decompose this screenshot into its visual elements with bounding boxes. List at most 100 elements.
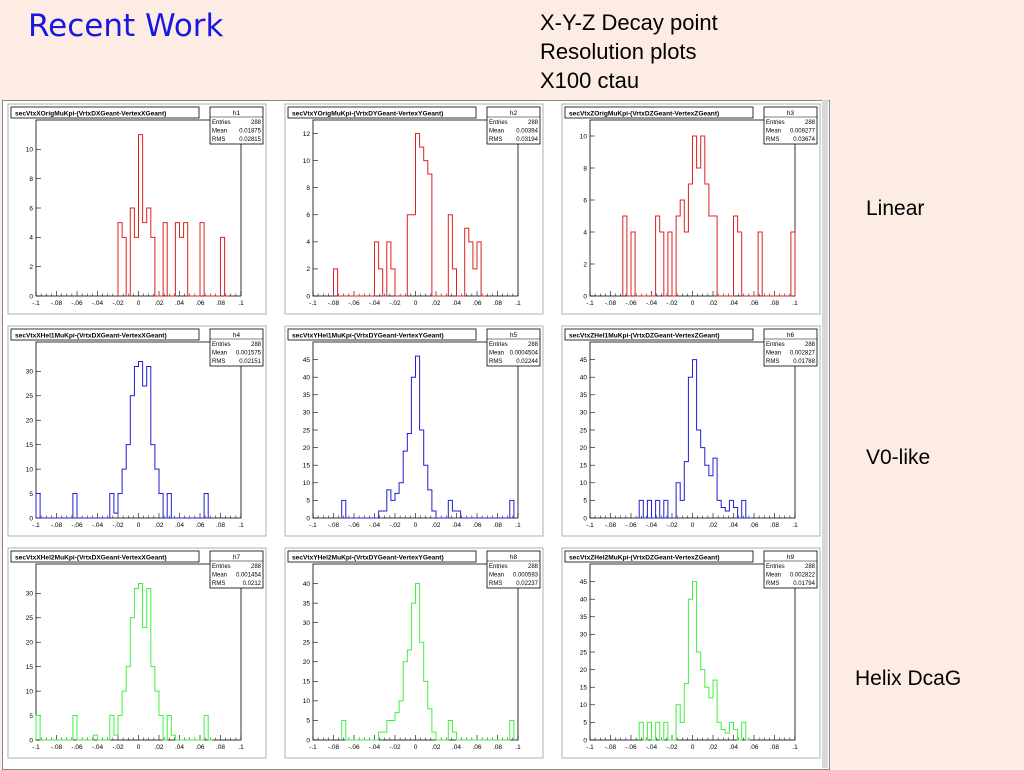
y-tick-label: 20 (580, 445, 588, 452)
histogram-series (638, 581, 750, 741)
x-tick-label: -.04 (646, 522, 658, 529)
stats-value: 0.02237 (516, 581, 538, 587)
stats-box (763, 106, 818, 145)
x-tick-label: .1 (792, 522, 798, 529)
stats-label: Mean (212, 351, 227, 357)
x-tick-label: .04 (175, 522, 184, 529)
x-tick-label: -.02 (389, 744, 401, 751)
stats-box (209, 550, 264, 589)
histogram-h3: secVtxZOrigMuKpi-(VrtxDZGeant-VertexZGea… (561, 103, 821, 315)
x-tick-label: .06 (749, 522, 758, 529)
y-tick-label: 8 (306, 185, 310, 192)
y-tick-label: 5 (583, 498, 587, 505)
histogram-series (341, 355, 515, 519)
stats-label: RMS (212, 581, 225, 587)
histogram-title: secVtxXHel1MuKpi-(VrtxDXGeant-VertexXGea… (15, 333, 167, 340)
x-tick-label: -.02 (666, 522, 678, 529)
x-tick-label: 0 (691, 300, 695, 307)
y-tick-label: 10 (580, 480, 588, 487)
stats-label: Mean (766, 573, 781, 579)
y-tick-label: 25 (303, 427, 311, 434)
histogram-title: secVtxXOrigMuKpi-(VrtxDXGeant-VertexXGea… (15, 111, 166, 118)
histogram-title-box (287, 550, 477, 563)
histogram-title-box (287, 106, 477, 119)
y-tick-label: 5 (29, 713, 33, 720)
x-tick-label: -.04 (646, 744, 658, 751)
y-tick-label: 8 (29, 176, 33, 183)
x-tick-label: .08 (216, 744, 225, 751)
page-title: Recent Work (28, 8, 224, 44)
histogram-series (622, 135, 796, 297)
x-tick-label: .04 (452, 744, 461, 751)
x-tick-label: -.02 (389, 522, 401, 529)
x-tick-label: -.06 (71, 300, 83, 307)
y-tick-label: 6 (583, 197, 587, 204)
x-tick-label: -.08 (328, 744, 340, 751)
histogram-title: secVtxYHel1MuKpi-(VrtxDYGeant-VertexYGea… (292, 333, 444, 340)
y-tick-label: 45 (580, 579, 588, 586)
y-tick-label: 0 (29, 737, 33, 744)
stats-label: RMS (766, 581, 779, 587)
stats-value: 0.00394 (516, 129, 538, 135)
x-tick-label: .02 (708, 522, 717, 529)
x-tick-label: -.08 (605, 522, 617, 529)
histogram-title-box (564, 328, 754, 341)
stats-value: 288 (805, 564, 816, 570)
histogram-title: secVtxYHel2MuKpi-(VrtxDYGeant-VertexYGea… (292, 555, 444, 562)
x-tick-label: -.1 (586, 744, 594, 751)
stats-label: Entries (766, 342, 785, 348)
x-tick-label: -.1 (32, 744, 40, 751)
y-tick-label: 20 (580, 667, 588, 674)
stats-label: RMS (212, 359, 225, 365)
stats-value: 0.02244 (516, 359, 538, 365)
histogram-title-box (287, 328, 477, 341)
y-tick-label: 10 (303, 698, 311, 705)
y-tick-label: 4 (583, 229, 587, 236)
histogram-h9: secVtxZHel2MuKpi-(VrtxDZGeant-VertexZGea… (561, 547, 821, 759)
row-label-helix-dcag: Helix DcaG (855, 667, 962, 690)
stats-value: 0.009277 (790, 129, 816, 135)
x-tick-label: 0 (691, 522, 695, 529)
row-label-v0-like: V0-like (866, 446, 931, 469)
x-tick-label: .1 (792, 744, 798, 751)
y-tick-label: 20 (303, 445, 311, 452)
stats-value: 288 (251, 564, 262, 570)
row-label-linear: Linear (866, 197, 925, 220)
stats-value: 288 (805, 342, 816, 348)
stats-box (209, 106, 264, 145)
y-tick-label: 10 (26, 147, 34, 154)
subtitle-line: X-Y-Z Decay point (540, 10, 718, 35)
y-tick-label: 0 (583, 515, 587, 522)
x-tick-label: -.1 (309, 522, 317, 529)
stats-hist-name: h4 (233, 332, 241, 339)
stats-label: Entries (766, 564, 785, 570)
x-tick-label: .1 (238, 744, 244, 751)
x-tick-label: -.1 (309, 300, 317, 307)
y-tick-label: 20 (303, 659, 311, 666)
x-tick-label: .1 (515, 300, 521, 307)
histogram-h2: secVtxYOrigMuKpi-(VrtxDYGeant-VertexYGea… (284, 103, 544, 315)
stats-label: RMS (212, 137, 225, 143)
stats-label: Mean (489, 351, 504, 357)
stats-label: Entries (489, 564, 508, 570)
y-tick-label: 10 (26, 466, 34, 473)
stats-box (763, 328, 818, 367)
stats-label: RMS (766, 359, 779, 365)
x-tick-label: .08 (770, 522, 779, 529)
x-tick-label: -.08 (605, 744, 617, 751)
x-tick-label: -.08 (51, 744, 63, 751)
stats-label: Mean (212, 573, 227, 579)
stats-value: 0.0004504 (510, 351, 539, 357)
x-tick-label: -.06 (625, 300, 637, 307)
x-tick-label: .02 (431, 744, 440, 751)
x-tick-label: .06 (749, 300, 758, 307)
x-tick-label: .02 (154, 744, 163, 751)
x-tick-label: -.02 (112, 744, 124, 751)
x-tick-label: -.08 (605, 300, 617, 307)
histogram-series (117, 134, 229, 297)
x-tick-label: -.08 (51, 300, 63, 307)
histogram-title: secVtxZHel2MuKpi-(VrtxDZGeant-VertexZGea… (569, 555, 720, 562)
stats-label: Entries (766, 120, 785, 126)
x-tick-label: 0 (137, 744, 141, 751)
stats-label: Entries (489, 342, 508, 348)
